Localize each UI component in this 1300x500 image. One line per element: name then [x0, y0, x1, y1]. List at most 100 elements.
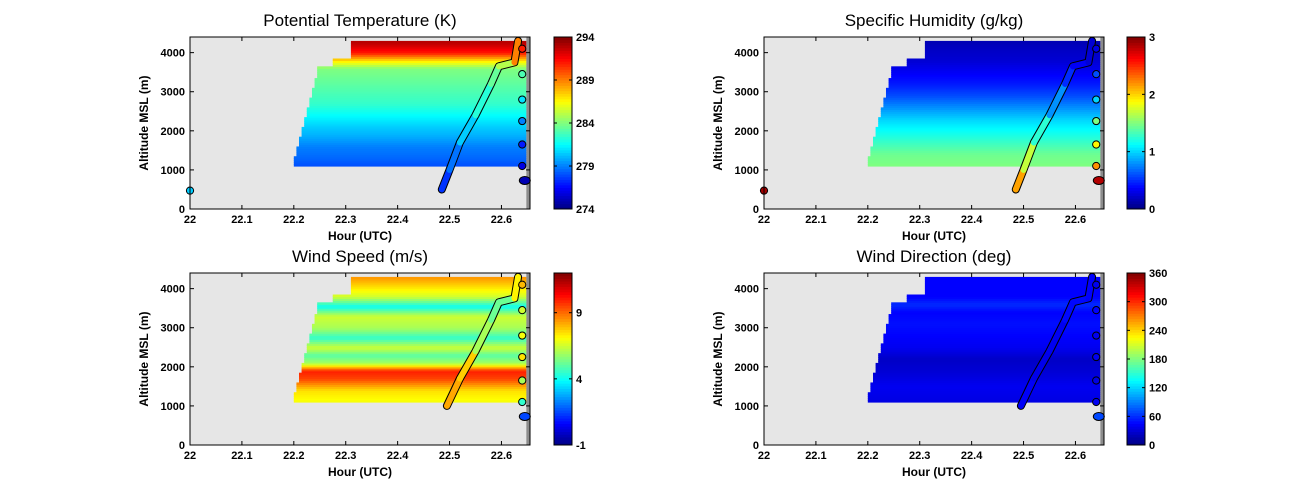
colorbar-swatch — [554, 182, 572, 186]
colorbar-swatch — [554, 329, 572, 333]
colorbar-swatch — [554, 39, 572, 43]
heatmap-cell — [870, 386, 1101, 389]
y-tick-label: 1000 — [735, 401, 759, 413]
heatmap-cell — [309, 105, 527, 108]
y-tick-label: 4000 — [161, 284, 185, 296]
colorbar-swatch — [1127, 147, 1145, 151]
marker-point — [1092, 306, 1101, 315]
heatmap-cell — [309, 333, 527, 337]
colorbar-swatch — [1127, 133, 1145, 137]
colorbar-swatch — [1127, 104, 1145, 108]
colorbar: 0 60 120 180 240 300 360 — [1126, 268, 1167, 452]
heatmap-cell — [306, 111, 527, 114]
heatmap-cell — [870, 384, 1101, 387]
x-tick-label: 22.5 — [1013, 450, 1034, 462]
colorbar-swatch — [554, 273, 572, 277]
heatmap-cell — [350, 282, 527, 286]
colorbar-swatch — [1127, 396, 1145, 400]
heatmap-cell — [870, 148, 1101, 151]
colorbar-swatch — [1127, 278, 1145, 282]
heatmap-cell — [873, 144, 1101, 148]
colorbar-swatch — [554, 190, 572, 194]
heatmap-cell — [301, 366, 527, 370]
heatmap-cell — [296, 150, 527, 153]
colorbar-swatch — [554, 391, 572, 395]
heatmap-cell — [332, 58, 527, 62]
heatmap-cell — [317, 66, 527, 69]
colorbar-swatch — [1127, 141, 1145, 145]
marker-point — [518, 411, 531, 421]
y-axis-label: Altitude MSL (m) — [711, 311, 725, 406]
chart-title: Specific Humidity (g/kg) — [845, 11, 1024, 30]
colorbar-swatch — [554, 144, 572, 148]
heatmap-cell — [301, 370, 527, 374]
colorbar-tick-label: 9 — [576, 308, 582, 320]
heatmap-cell — [350, 54, 527, 58]
colorbar-swatch — [1127, 286, 1145, 290]
colorbar-swatch — [554, 380, 572, 384]
colorbar-swatch — [554, 423, 572, 427]
colorbar-swatch — [554, 152, 572, 156]
heatmap-cell — [870, 390, 1101, 393]
heatmap-cell — [299, 138, 527, 142]
track-segment — [1085, 273, 1096, 302]
colorbar-swatch — [554, 112, 572, 116]
x-tick-label: 22.4 — [387, 214, 409, 226]
heatmap-cell — [891, 76, 1101, 79]
marker-point — [518, 161, 527, 171]
colorbar-swatch — [1127, 69, 1145, 73]
heatmap-cell — [891, 308, 1101, 311]
heatmap-cell — [296, 382, 527, 386]
heatmap-cell — [296, 384, 527, 387]
colorbar-swatch — [554, 353, 572, 357]
colorbar-swatch — [554, 155, 572, 159]
colorbar-swatch — [1127, 157, 1145, 162]
track-segment — [1030, 112, 1053, 146]
x-tick-label: 22.2 — [857, 450, 878, 462]
chart-panel-1: 22 22.1 22.2 22.3 22.4 22.5 22.6 0 1000 2000 3000 4… — [137, 11, 595, 243]
colorbar-swatch — [1127, 45, 1145, 49]
heatmap-cell — [350, 278, 527, 282]
heatmap-cell — [296, 152, 527, 155]
colorbar-swatch — [1127, 176, 1145, 180]
colorbar-swatch — [1127, 275, 1145, 279]
heatmap-cell — [873, 376, 1101, 380]
colorbar-swatch — [554, 206, 572, 210]
heatmap-cell — [314, 314, 527, 317]
heatmap-cell — [883, 333, 1101, 337]
heatmap-cell — [311, 331, 527, 335]
y-tick-label: 3000 — [735, 323, 759, 335]
heatmap-cell — [306, 349, 527, 352]
heatmap-cell — [350, 44, 527, 48]
heatmap-cell — [309, 335, 527, 339]
colorbar-swatch — [554, 415, 572, 419]
colorbar-swatch — [554, 163, 572, 167]
colorbar-swatch — [554, 283, 572, 287]
heatmap-cell — [875, 132, 1101, 136]
y-tick-label: 2000 — [735, 126, 759, 138]
colorbar-swatch — [554, 195, 572, 199]
colorbar-swatch — [1127, 93, 1145, 97]
colorbar-swatch — [1127, 200, 1145, 205]
colorbar-swatch — [554, 184, 572, 188]
heatmap-cell — [296, 154, 527, 157]
colorbar-swatch — [554, 90, 572, 94]
colorbar-swatch — [554, 302, 572, 306]
colorbar-swatch — [1127, 206, 1145, 210]
colorbar-swatch — [554, 434, 572, 438]
heatmap-cell — [880, 111, 1101, 114]
heatmap-cell — [873, 372, 1101, 376]
x-tick-label: 22 — [184, 450, 196, 462]
heatmap-cell — [867, 156, 1101, 159]
colorbar-swatch — [1127, 426, 1145, 430]
colorbar-tick-label: 2 — [1149, 89, 1155, 101]
heatmap-cell — [875, 134, 1101, 138]
colorbar-swatch — [1127, 203, 1145, 207]
heatmap-cell — [317, 74, 527, 77]
marker-point — [518, 175, 531, 185]
x-tick-label: 22.1 — [805, 214, 826, 226]
colorbar-swatch — [1127, 345, 1145, 349]
heatmap-cell — [885, 91, 1101, 95]
colorbar-swatch — [1127, 350, 1145, 355]
colorbar-swatch — [554, 399, 572, 403]
